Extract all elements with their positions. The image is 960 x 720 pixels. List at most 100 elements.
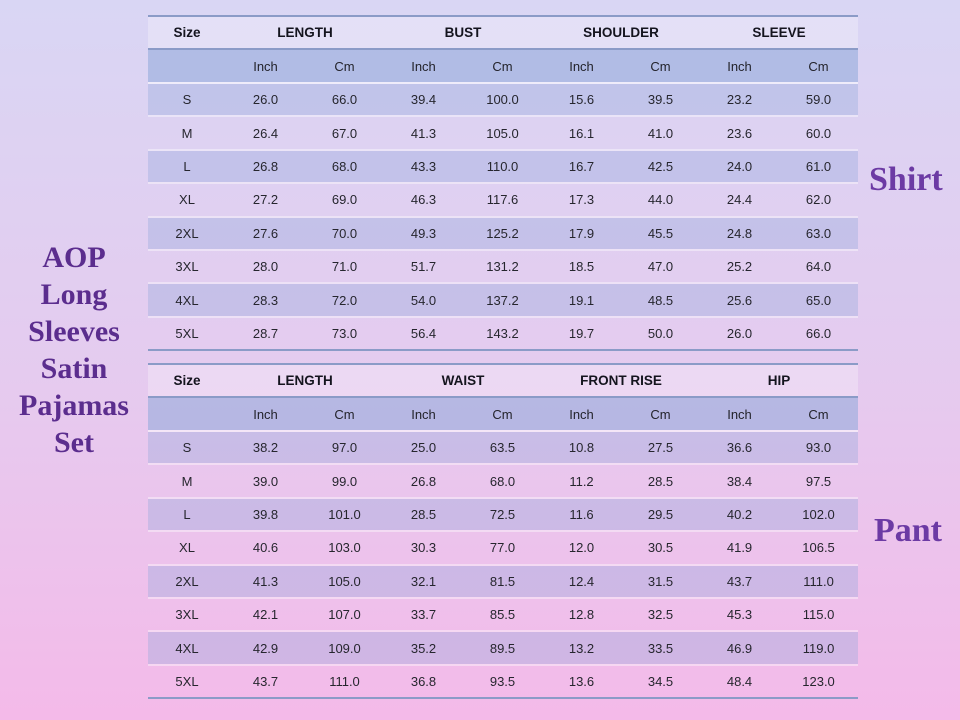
- measurement-cell: 34.5: [621, 664, 701, 700]
- column-header-shoulder: SHOULDER: [542, 15, 701, 50]
- product-title-line: Pajamas: [19, 389, 129, 422]
- measurement-cell: 16.7: [542, 149, 621, 185]
- measurement-cell: 12.8: [542, 597, 621, 633]
- measurement-cell: 43.7: [226, 664, 305, 700]
- column-header-length: LENGTH: [226, 363, 384, 398]
- measurement-cell: 72.0: [305, 283, 384, 318]
- measurement-cell: 106.5: [779, 531, 859, 566]
- table-header-row: Size LENGTH WAIST FRONT RISE HIP: [148, 363, 859, 398]
- measurement-cell: 17.3: [542, 183, 621, 218]
- measurement-cell: 93.5: [463, 664, 542, 700]
- unit-header-inch: Inch: [226, 397, 305, 432]
- measurement-cell: 27.2: [226, 183, 305, 218]
- column-header-size: Size: [148, 15, 226, 50]
- measurement-cell: 28.5: [384, 497, 463, 533]
- unit-header-row: Inch Cm Inch Cm Inch Cm Inch Cm: [148, 49, 859, 84]
- measurement-cell: 123.0: [779, 664, 859, 700]
- size-cell: XL: [148, 183, 226, 218]
- measurement-cell: 28.0: [226, 249, 305, 285]
- measurement-cell: 119.0: [779, 631, 859, 666]
- measurement-cell: 27.6: [226, 216, 305, 251]
- measurement-cell: 24.0: [700, 149, 780, 185]
- measurement-cell: 10.8: [542, 431, 621, 466]
- measurement-cell: 59.0: [779, 83, 859, 118]
- size-cell: L: [148, 149, 226, 185]
- size-cell: S: [148, 83, 226, 118]
- unit-header-cm: Cm: [779, 397, 859, 432]
- measurement-cell: 100.0: [463, 83, 542, 118]
- measurement-cell: 68.0: [463, 464, 542, 499]
- measurement-cell: 17.9: [542, 216, 621, 251]
- measurement-cell: 39.4: [384, 83, 463, 118]
- measurement-cell: 51.7: [384, 249, 463, 285]
- measurement-cell: 19.1: [542, 283, 621, 318]
- measurement-cell: 60.0: [779, 116, 859, 151]
- measurement-cell: 42.9: [226, 631, 305, 666]
- measurement-cell: 33.5: [621, 631, 701, 666]
- measurement-cell: 64.0: [779, 249, 859, 285]
- measurement-cell: 44.0: [621, 183, 701, 218]
- unit-header-inch: Inch: [384, 397, 463, 432]
- measurement-cell: 11.2: [542, 464, 621, 499]
- measurement-cell: 105.0: [305, 564, 384, 599]
- measurement-cell: 45.3: [700, 597, 780, 633]
- measurement-cell: 111.0: [305, 664, 384, 700]
- measurement-cell: 41.9: [700, 531, 780, 566]
- unit-header-inch: Inch: [700, 397, 780, 432]
- measurement-cell: 46.9: [700, 631, 780, 666]
- measurement-cell: 29.5: [621, 497, 701, 533]
- column-header-length: LENGTH: [226, 15, 384, 50]
- measurement-cell: 25.0: [384, 431, 463, 466]
- measurement-cell: 70.0: [305, 216, 384, 251]
- product-title: AOP Long Sleeves Satin Pajamas Set: [0, 239, 148, 461]
- measurement-cell: 26.8: [384, 464, 463, 499]
- measurement-cell: 38.4: [700, 464, 780, 499]
- measurement-cell: 125.2: [463, 216, 542, 251]
- shirt-label: Shirt: [869, 161, 943, 198]
- unit-header-inch: Inch: [700, 49, 780, 84]
- column-header-sleeve: SLEEVE: [700, 15, 859, 50]
- measurement-cell: 12.4: [542, 564, 621, 599]
- measurement-cell: 40.6: [226, 531, 305, 566]
- size-cell: 2XL: [148, 564, 226, 599]
- measurement-cell: 33.7: [384, 597, 463, 633]
- unit-header-inch: Inch: [226, 49, 305, 84]
- measurement-cell: 137.2: [463, 283, 542, 318]
- size-row-3xl: 3XL 42.1 107.0 33.7 85.5 12.8 32.5 45.3 115.0: [148, 597, 859, 633]
- size-row-l: L 39.8 101.0 28.5 72.5 11.6 29.5 40.2 102.0: [148, 497, 859, 533]
- size-row-xl: XL 40.6 103.0 30.3 77.0 12.0 30.5 41.9 106.5: [148, 531, 859, 566]
- measurement-cell: 48.4: [700, 664, 780, 700]
- unit-header-inch: Inch: [542, 397, 621, 432]
- measurement-cell: 72.5: [463, 497, 542, 533]
- measurement-cell: 89.5: [463, 631, 542, 666]
- table-header-row: Size LENGTH BUST SHOULDER SLEEVE: [148, 15, 859, 50]
- measurement-cell: 69.0: [305, 183, 384, 218]
- measurement-cell: 105.0: [463, 116, 542, 151]
- measurement-cell: 56.4: [384, 316, 463, 352]
- measurement-cell: 110.0: [463, 149, 542, 185]
- column-header-bust: BUST: [384, 15, 542, 50]
- measurement-cell: 41.3: [226, 564, 305, 599]
- size-cell: M: [148, 116, 226, 151]
- measurement-cell: 65.0: [779, 283, 859, 318]
- measurement-cell: 101.0: [305, 497, 384, 533]
- measurement-cell: 103.0: [305, 531, 384, 566]
- product-title-line: Set: [54, 426, 94, 459]
- size-row-2xl: 2XL 41.3 105.0 32.1 81.5 12.4 31.5 43.7 111.0: [148, 564, 859, 599]
- measurement-cell: 28.5: [621, 464, 701, 499]
- unit-header-blank-cell: [148, 49, 226, 84]
- measurement-cell: 13.2: [542, 631, 621, 666]
- unit-header-cm: Cm: [621, 49, 701, 84]
- measurement-cell: 107.0: [305, 597, 384, 633]
- product-title-line: Sleeves: [28, 315, 120, 348]
- size-row-m: M 39.0 99.0 26.8 68.0 11.2 28.5 38.4 97.5: [148, 464, 859, 499]
- size-cell: L: [148, 497, 226, 533]
- measurement-cell: 39.0: [226, 464, 305, 499]
- measurement-cell: 117.6: [463, 183, 542, 218]
- measurement-cell: 42.1: [226, 597, 305, 633]
- measurement-cell: 85.5: [463, 597, 542, 633]
- product-title-line: AOP: [42, 241, 106, 274]
- measurement-cell: 13.6: [542, 664, 621, 700]
- measurement-cell: 102.0: [779, 497, 859, 533]
- measurement-cell: 26.4: [226, 116, 305, 151]
